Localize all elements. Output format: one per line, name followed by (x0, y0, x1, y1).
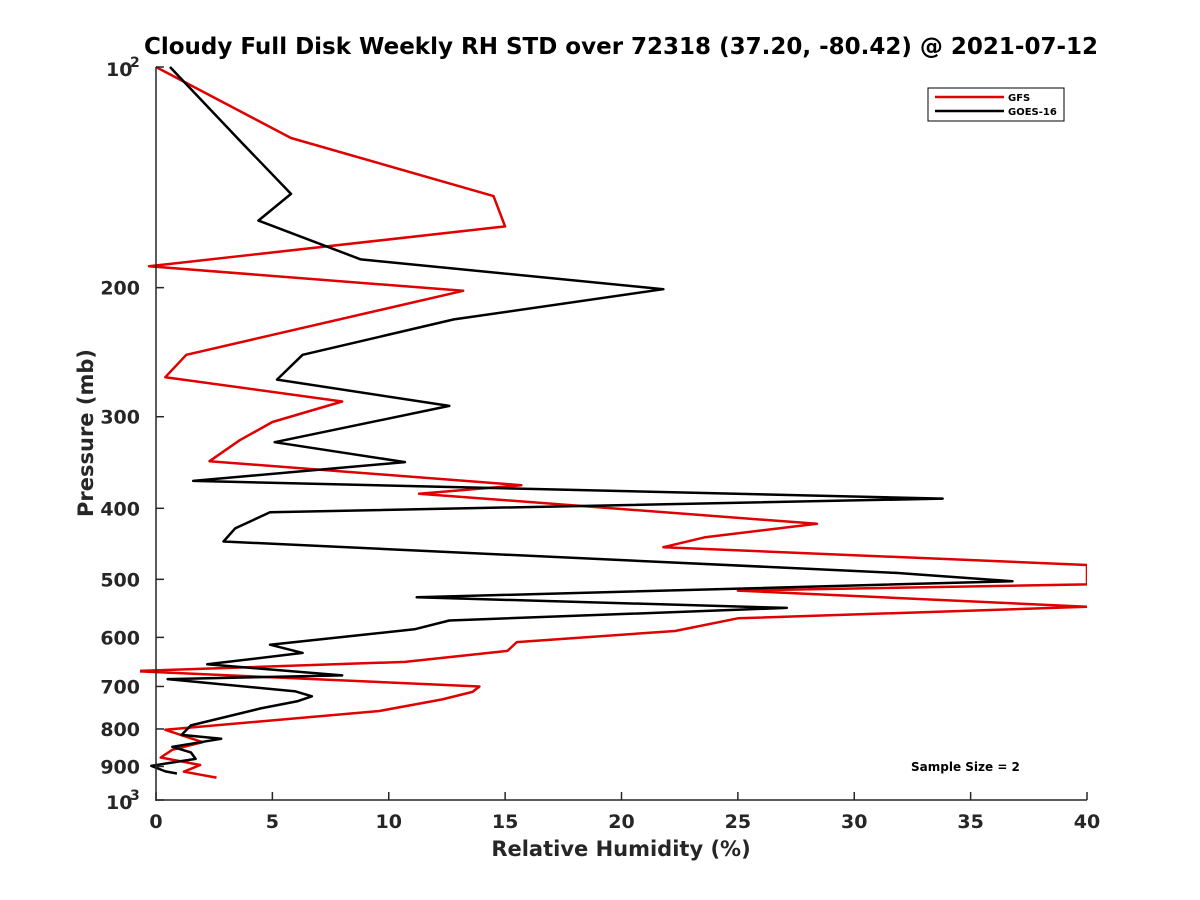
y-tick-label: 400 (100, 498, 140, 520)
x-tick-label: 15 (492, 811, 518, 833)
plot-area (156, 67, 1087, 800)
x-tick-label: 10 (376, 811, 402, 833)
x-tick-label: 0 (149, 811, 162, 833)
legend-label-gfs: GFS (1008, 93, 1030, 104)
legend: GFS GOES-16 (927, 87, 1065, 122)
x-tick-label: 20 (608, 811, 634, 833)
y-axis-label: Pressure (mb) (74, 349, 98, 517)
series-line-goes16 (150, 66, 1014, 775)
y-tick-label: 800 (100, 719, 140, 741)
y-tick-label-exponent: 2 (130, 55, 140, 71)
y-tick-label: 900 (100, 756, 140, 778)
y-tick-label: 200 (100, 278, 140, 300)
y-tick-label: 500 (100, 569, 140, 591)
series-layer (140, 65, 1087, 779)
x-axis-label: Relative Humidity (%) (491, 837, 750, 861)
y-tick-label-exponent: 3 (130, 788, 140, 804)
y-tick-label: 10 (106, 59, 132, 81)
y-tick-label: 300 (100, 407, 140, 429)
x-tick-label: 40 (1074, 811, 1100, 833)
y-tick-label: 700 (100, 676, 140, 698)
x-tick-label: 30 (841, 811, 867, 833)
x-ticks: 0 5 10 15 20 25 30 35 40 (149, 792, 1100, 833)
legend-box (927, 87, 1065, 122)
chart-title: Cloudy Full Disk Weekly RH STD over 7231… (144, 34, 1098, 60)
legend-label-goes16: GOES-16 (1008, 107, 1057, 118)
plot-background (156, 67, 1087, 800)
y-tick-label: 10 (106, 792, 132, 814)
y-tick-label: 600 (100, 627, 140, 649)
series-line-gfs (140, 65, 1087, 779)
x-tick-label: 25 (725, 811, 751, 833)
x-tick-label: 5 (266, 811, 279, 833)
x-tick-label: 35 (957, 811, 983, 833)
sample-size-annotation: Sample Size = 2 (911, 760, 1020, 774)
